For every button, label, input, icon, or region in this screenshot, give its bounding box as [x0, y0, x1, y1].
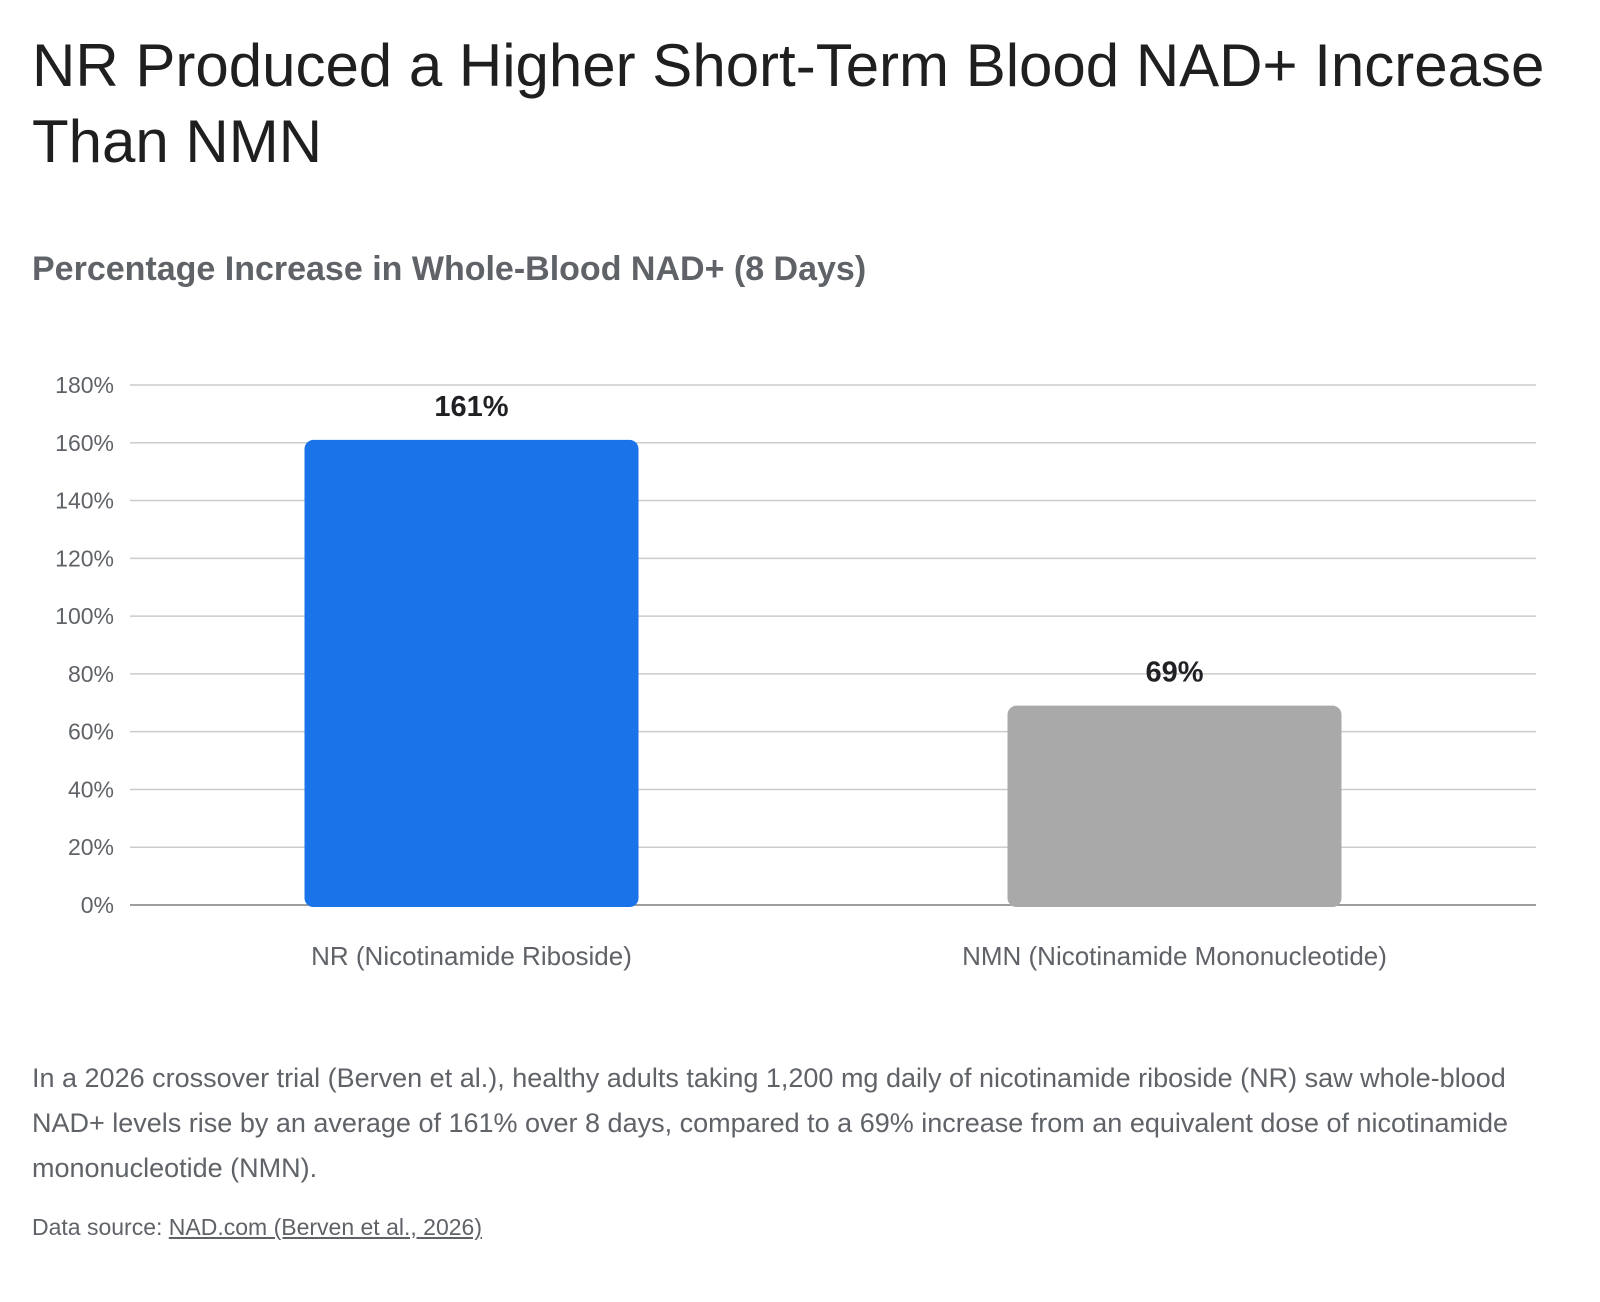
bar [304, 439, 639, 907]
y-tick-label: 80% [68, 661, 114, 687]
y-tick-label: 60% [68, 719, 114, 745]
bar [1007, 705, 1342, 907]
data-labels: 161% 69% [434, 391, 1203, 689]
data-source: Data source: NAD.com (Berven et al., 202… [32, 1212, 482, 1242]
data-source-link[interactable]: NAD.com (Berven et al., 2026) [168, 1214, 482, 1240]
chart-title: NR Produced a Higher Short-Term Blood NA… [32, 32, 1545, 175]
data-label: 69% [1145, 657, 1203, 689]
y-tick-label: 20% [68, 834, 114, 860]
y-tick-label: 160% [55, 430, 114, 456]
y-tick-label: 140% [55, 488, 114, 514]
y-tick-label: 40% [68, 776, 114, 802]
y-tick-label: 0% [81, 892, 114, 918]
y-tick-label: 180% [55, 372, 114, 398]
y-tick-label: 120% [55, 545, 114, 571]
chart-caption: In a 2026 crossover trial (Berven et al.… [32, 1063, 1509, 1183]
data-source-prefix: Data source: [32, 1214, 169, 1240]
bar-chart: 0% 20% 40% 60% 80% 100% 120% 140% 160% 180% 161% 6… [55, 372, 1536, 971]
chart-subtitle: Percentage Increase in Whole-Blood NAD+ … [32, 250, 867, 288]
y-tick-label: 100% [55, 603, 114, 629]
x-axis-tick-labels: NR (Nicotinamide Riboside) NMN (Nicotinam… [311, 941, 1387, 971]
data-label: 161% [434, 391, 508, 423]
y-axis-tick-labels: 0% 20% 40% 60% 80% 100% 120% 140% 160% 180% [55, 372, 114, 918]
bars [304, 439, 1342, 907]
x-tick-label: NMN (Nicotinamide Mononucleotide) [962, 941, 1387, 971]
x-tick-label: NR (Nicotinamide Riboside) [311, 941, 632, 971]
